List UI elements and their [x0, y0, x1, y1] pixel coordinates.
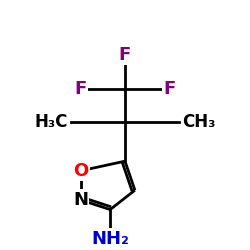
Text: CH₃: CH₃	[182, 114, 215, 132]
Text: NH₂: NH₂	[91, 230, 129, 248]
Text: N: N	[73, 191, 88, 209]
Text: F: F	[119, 46, 131, 64]
Text: H₃C: H₃C	[35, 114, 68, 132]
Text: F: F	[74, 80, 87, 98]
Text: F: F	[164, 80, 175, 98]
Text: O: O	[73, 162, 88, 180]
